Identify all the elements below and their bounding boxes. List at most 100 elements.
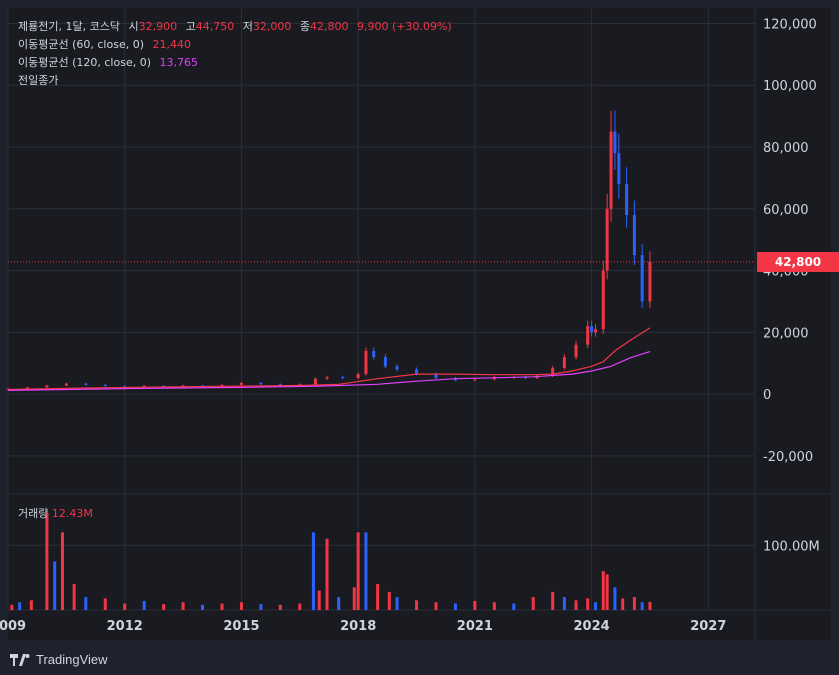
volume-bar	[621, 598, 625, 610]
candle-body	[64, 383, 68, 386]
volume-bar	[45, 512, 49, 610]
candle-body	[181, 385, 185, 387]
volume-bar	[142, 600, 146, 610]
candle-body	[590, 326, 594, 333]
volume-bar	[10, 604, 14, 610]
volume-bar	[387, 591, 391, 610]
candle-body	[259, 383, 263, 385]
volume-bar	[551, 591, 555, 610]
ma60-legend[interactable]: 이동평균선 (60, close, 0) 21,440	[18, 36, 196, 52]
y-axis-tick-label: 60,000	[763, 203, 809, 218]
candle-body	[473, 379, 477, 381]
close-label: 종42,800	[299, 20, 349, 33]
volume-bar	[376, 584, 380, 610]
volume-bar	[60, 532, 64, 610]
candle-body	[341, 377, 345, 379]
volume-bar	[278, 604, 282, 610]
volume-bar	[72, 584, 76, 610]
candle-body	[640, 255, 644, 302]
volume-bar	[562, 597, 566, 610]
y-axis-tick-label: 120,000	[763, 17, 817, 32]
candle-body	[562, 357, 566, 368]
volume-bar	[181, 602, 185, 610]
candle-body	[609, 131, 613, 209]
volume-bar	[325, 538, 329, 610]
volume-bar	[352, 587, 356, 610]
volume-bar	[364, 532, 368, 610]
volume-bar	[239, 602, 243, 610]
volume-bar	[317, 590, 321, 610]
candle-body	[648, 261, 652, 302]
ohlc-legend: 제룡전기, 1달, 코스닥 시32,900 고44,750 저32,000 종4…	[18, 18, 457, 34]
candle-body	[632, 214, 636, 256]
volume-bar	[453, 603, 457, 610]
prev-close-label: 전일종가	[18, 74, 59, 87]
volume-bar	[53, 561, 57, 610]
volume-bar	[123, 603, 127, 610]
volume-bar	[640, 602, 644, 610]
volume-bar	[220, 603, 224, 610]
volume-bar	[18, 602, 22, 610]
volume-bar	[648, 601, 652, 610]
ma60-value: 21,440	[152, 38, 192, 51]
ma120-line	[7, 351, 651, 391]
candle-body	[142, 385, 146, 387]
x-axis-tick-label: 2018	[340, 619, 376, 634]
ma120-legend[interactable]: 이동평균선 (120, close, 0) 13,765	[18, 54, 203, 70]
candle-body	[395, 366, 399, 370]
volume-label: 거래량	[18, 507, 49, 520]
candle-body	[325, 377, 329, 379]
volume-legend[interactable]: 거래량 12.43M	[18, 505, 93, 521]
candle-body	[593, 329, 597, 333]
y-axis-tick-label: 0	[763, 388, 771, 403]
x-axis-tick-label: 2027	[690, 619, 726, 634]
ma120-label: 이동평균선 (120, close, 0)	[18, 56, 151, 69]
brand-label: TradingView	[36, 652, 108, 667]
volume-bar	[103, 598, 107, 610]
volume-value: 12.43M	[51, 507, 93, 520]
volume-bar	[586, 598, 590, 610]
candle-body	[617, 153, 621, 185]
last-price-tag: 42,800	[757, 251, 839, 272]
candle-body	[356, 374, 360, 379]
y-axis-tick-label: 80,000	[763, 141, 809, 156]
candle-body	[364, 350, 368, 375]
volume-bar	[162, 604, 166, 610]
ma60-label: 이동평균선 (60, close, 0)	[18, 38, 144, 51]
tradingview-logo[interactable]: TradingView	[10, 652, 108, 667]
volume-bar	[473, 600, 477, 610]
tradingview-icon	[10, 653, 30, 666]
high-label: 고44,750	[185, 20, 235, 33]
candle-body	[298, 384, 302, 386]
volume-bar	[492, 602, 496, 610]
volume-bar	[613, 587, 617, 610]
volume-bar	[311, 532, 315, 610]
candle-body	[162, 385, 166, 387]
candle-body	[601, 270, 605, 330]
candle-body	[625, 184, 629, 215]
open-label: 시32,900	[128, 20, 178, 33]
candle-body	[415, 369, 419, 375]
y-axis-tick-label: 20,000	[763, 326, 809, 341]
candle-body	[123, 386, 127, 388]
volume-bar	[512, 603, 516, 610]
prev-close-legend[interactable]: 전일종가	[18, 72, 63, 88]
candle-body	[220, 384, 224, 386]
candle-body	[84, 383, 88, 385]
change-label: 9,900 (+30.09%)	[356, 20, 452, 33]
x-axis-tick-label: 2021	[457, 619, 493, 634]
volume-bar	[434, 602, 438, 610]
candle-body	[25, 387, 29, 389]
low-label: 저32,000	[242, 20, 292, 33]
candle-body	[383, 357, 387, 367]
ma60-line	[7, 327, 651, 391]
symbol-label: 제룡전기, 1달, 코스닥	[18, 20, 120, 33]
candle-body	[605, 208, 609, 271]
candle-body	[278, 384, 282, 386]
candle-body	[239, 383, 243, 385]
candle-body	[372, 350, 376, 358]
candle-body	[586, 326, 590, 345]
x-axis-tick-label: 2024	[574, 619, 610, 634]
volume-axis-tick-label: 100.00M	[763, 539, 820, 554]
